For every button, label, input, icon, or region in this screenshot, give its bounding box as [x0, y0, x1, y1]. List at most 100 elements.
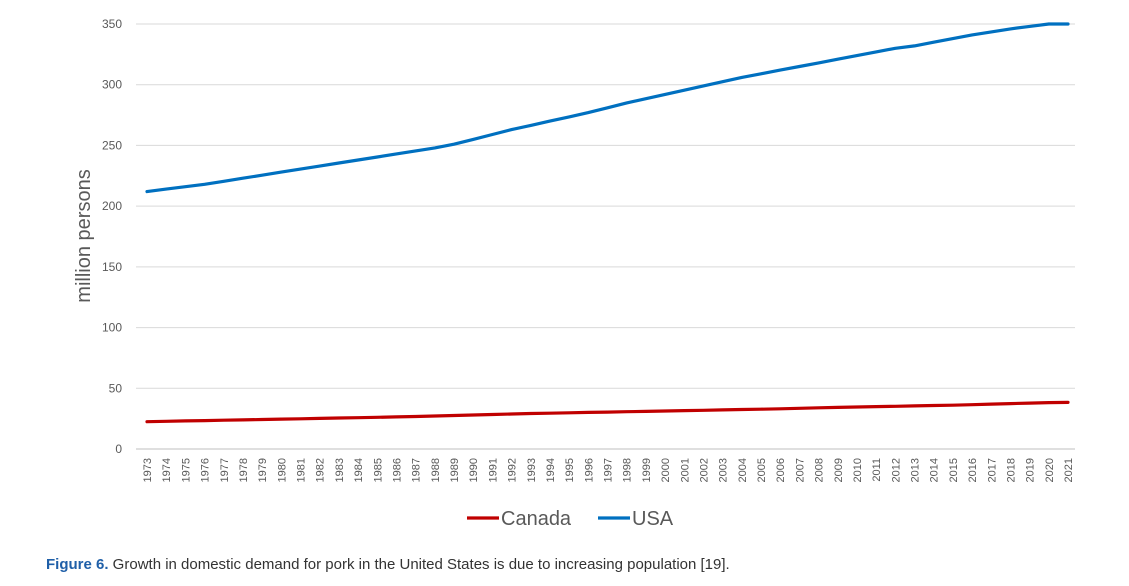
data-point-usa [261, 174, 263, 176]
data-point-canada [280, 418, 283, 420]
data-point-usa [606, 107, 609, 109]
data-point-usa [549, 120, 551, 122]
data-point-usa [875, 51, 877, 53]
x-tick-label: 1988 [430, 458, 442, 482]
data-point-canada [223, 419, 225, 422]
x-tick-label: 2010 [852, 458, 864, 482]
data-point-canada [606, 411, 609, 413]
data-point-usa [798, 65, 801, 68]
data-point-usa [453, 143, 455, 145]
data-point-canada [1009, 402, 1012, 405]
data-point-usa [587, 111, 590, 114]
data-point-canada [587, 411, 590, 414]
data-point-usa [952, 37, 954, 40]
data-point-usa [645, 97, 647, 100]
data-point-canada [510, 413, 513, 415]
data-point-usa [1028, 25, 1031, 28]
x-tick-label: 1985 [372, 458, 384, 482]
x-tick-label: 1986 [391, 458, 403, 482]
x-tick-label: 2007 [794, 458, 806, 482]
data-point-canada [165, 420, 167, 423]
data-point-canada [338, 417, 340, 419]
data-point-canada [875, 405, 877, 408]
data-point-canada [645, 410, 647, 413]
data-point-usa [491, 133, 494, 136]
x-tick-label: 2020 [1044, 458, 1056, 482]
data-point-usa [434, 147, 436, 149]
y-tick-label: 150 [102, 260, 122, 274]
x-tick-label: 2017 [986, 458, 998, 482]
data-point-canada [1048, 401, 1050, 404]
x-tick-label: 2014 [929, 458, 941, 482]
data-point-usa [779, 69, 781, 71]
y-tick-label: 0 [115, 442, 122, 456]
legend: Canada USA [467, 508, 674, 530]
x-axis-ticks: 1973 1974 1975 1976 1977 1978 1979 1980 1981 1982… [142, 458, 1075, 482]
data-point-usa [146, 190, 148, 193]
data-point-canada [798, 407, 801, 410]
data-point-usa [568, 116, 570, 118]
data-point-canada [491, 413, 494, 416]
data-point-canada [932, 404, 935, 407]
data-point-canada [549, 412, 551, 415]
y-tick-label: 200 [102, 199, 122, 213]
legend-label-usa: USA [632, 508, 674, 530]
x-tick-label: 2000 [660, 458, 672, 482]
x-tick-label: 1989 [449, 458, 461, 482]
data-point-canada [357, 416, 359, 419]
x-tick-label: 2018 [1005, 458, 1017, 482]
data-point-usa [1067, 23, 1069, 25]
data-point-usa [971, 34, 973, 36]
data-point-canada [434, 415, 436, 417]
data-point-canada [568, 412, 570, 414]
figure-caption: Figure 6. Growth in domestic demand for … [46, 556, 730, 573]
data-point-usa [280, 171, 283, 173]
x-tick-label: 2003 [718, 458, 730, 482]
x-tick-label: 1973 [142, 458, 154, 482]
data-point-usa [530, 124, 532, 127]
data-point-usa [318, 165, 321, 167]
data-point-canada [971, 403, 973, 406]
x-tick-label: 1998 [622, 458, 634, 482]
data-point-usa [856, 54, 858, 57]
x-tick-label: 1975 [180, 458, 192, 482]
data-point-canada [414, 415, 417, 418]
x-tick-label: 1993 [526, 458, 538, 482]
data-point-usa [894, 47, 897, 50]
y-tick-label: 50 [109, 381, 123, 395]
data-point-canada [721, 409, 724, 411]
data-point-canada [1028, 402, 1031, 404]
y-tick-label: 100 [102, 321, 122, 335]
x-tick-label: 2002 [698, 458, 710, 482]
data-point-canada [837, 406, 839, 409]
x-tick-label: 2015 [948, 458, 960, 482]
data-point-canada [395, 416, 398, 418]
data-point-usa [721, 80, 724, 83]
caption-text: Growth in domestic demand for pork in th… [108, 556, 730, 573]
data-point-usa [837, 58, 839, 60]
data-point-canada [741, 408, 743, 411]
x-tick-label: 2009 [833, 458, 845, 482]
data-point-canada [318, 417, 321, 420]
data-point-canada [894, 405, 897, 408]
data-point-usa [760, 73, 762, 75]
data-point-usa [741, 76, 743, 79]
x-tick-label: 2008 [814, 458, 826, 482]
data-point-usa [376, 156, 379, 158]
data-point-usa [625, 102, 628, 104]
data-point-usa [1009, 28, 1012, 30]
x-tick-label: 1976 [200, 458, 212, 482]
data-point-canada [952, 404, 954, 407]
data-point-usa [414, 150, 417, 152]
y-tick-label: 350 [102, 17, 122, 31]
x-tick-label: 1980 [276, 458, 288, 482]
x-tick-label: 2004 [737, 458, 749, 482]
data-point-usa [357, 159, 359, 161]
data-point-usa [510, 128, 513, 131]
y-tick-label: 250 [102, 138, 122, 152]
y-axis-ticks: 0 50 100 150 200 250 300 350 [102, 17, 122, 456]
x-tick-label: 2019 [1025, 458, 1037, 482]
legend-label-canada: Canada [501, 508, 572, 530]
x-tick-label: 2011 [871, 458, 883, 482]
data-point-canada [1067, 401, 1069, 404]
